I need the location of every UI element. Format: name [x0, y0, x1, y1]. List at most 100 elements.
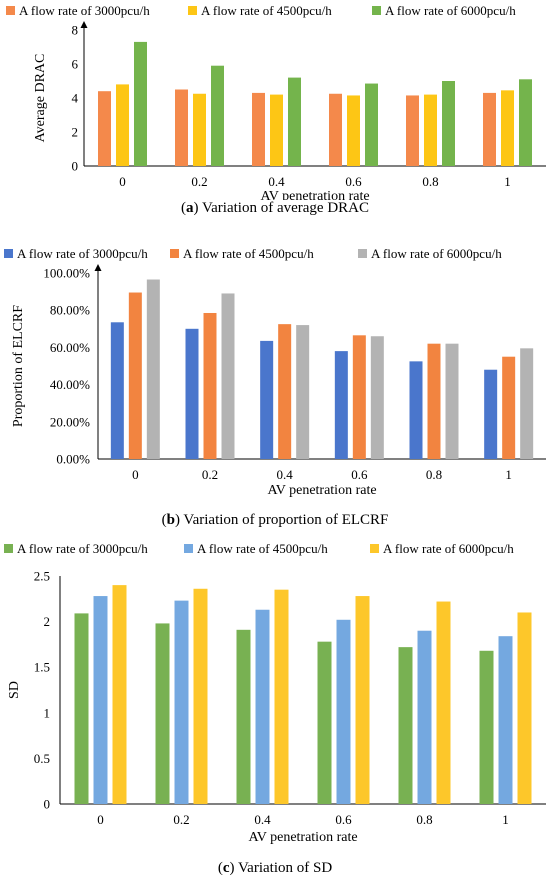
y-tick-label: 1: [44, 705, 51, 720]
bar-5-1: [501, 90, 514, 166]
bar-2-2: [288, 77, 301, 166]
bar-4-1: [417, 630, 432, 804]
legend-label: A flow rate of 4500pcu/h: [183, 246, 314, 261]
bar-1-2: [211, 65, 224, 166]
bar-0-2: [134, 41, 147, 166]
chart-sd: A flow rate of 3000pcu/h A flow rate of 4…: [4, 541, 546, 845]
y-tick-label: 20.00%: [50, 414, 90, 429]
x-tick-label: 0.8: [416, 812, 432, 827]
bar-3-1: [347, 95, 360, 166]
legend-label: A flow rate of 6000pcu/h: [385, 3, 516, 18]
legend-label: A flow rate of 3000pcu/h: [17, 541, 148, 556]
legend-item-0: A flow rate of 3000pcu/h: [6, 3, 150, 18]
y-tick-label: 1.5: [34, 660, 50, 675]
legend-swatch: [4, 544, 13, 553]
x-tick-label: 0.4: [268, 174, 285, 189]
bar-3-0: [334, 351, 348, 459]
bar-4-2: [445, 343, 459, 459]
y-tick-label: 2: [72, 125, 79, 140]
bar-4-2: [436, 601, 451, 804]
bar-0-1: [93, 596, 108, 804]
bar-1-1: [193, 93, 206, 166]
legend-label: A flow rate of 4500pcu/h: [197, 541, 328, 556]
bar-0-0: [110, 322, 124, 459]
y-tick-label: 100.00%: [43, 266, 90, 281]
caption-b: (b) Variation of proportion of ELCRF: [161, 512, 389, 528]
y-tick-label: 40.00%: [50, 377, 90, 392]
caption-c: (c) Variation of SD: [217, 860, 333, 876]
bar-5-2: [520, 348, 534, 459]
x-tick-label: 1: [505, 467, 512, 482]
bar-4-0: [409, 361, 423, 459]
y-tick-label: 0.00%: [56, 452, 90, 467]
bar-5-1: [502, 356, 516, 459]
bar-1-1: [203, 312, 217, 459]
bar-4-2: [442, 81, 455, 166]
legend-label: A flow rate of 6000pcu/h: [371, 246, 502, 261]
legend-swatch: [358, 249, 367, 258]
bar-1-1: [174, 600, 189, 804]
x-tick-label: 0: [119, 174, 126, 189]
bar-0-1: [116, 84, 129, 166]
legend-item-0: A flow rate of 3000pcu/h: [4, 541, 148, 556]
x-tick-label: 0: [132, 467, 139, 482]
y-tick-label: 8: [72, 23, 79, 38]
bar-5-2: [517, 612, 532, 804]
legend-swatch: [372, 6, 381, 15]
y-axis-label: SD: [7, 681, 22, 699]
bar-2-1: [278, 324, 292, 459]
bar-5-2: [519, 79, 532, 166]
legend-item-2: A flow rate of 6000pcu/h: [372, 3, 516, 18]
bar-5-1: [498, 636, 513, 804]
x-tick-label: 0.6: [335, 812, 352, 827]
x-tick-label: 0.4: [277, 467, 294, 482]
y-tick-label: 6: [72, 57, 79, 72]
legend-swatch: [370, 544, 379, 553]
bar-2-0: [252, 92, 265, 166]
bar-5-0: [483, 92, 496, 166]
bar-0-1: [128, 292, 142, 459]
bar-4-0: [398, 647, 413, 804]
legend-swatch: [184, 544, 193, 553]
bar-2-1: [270, 94, 283, 166]
bar-0-0: [98, 91, 111, 166]
x-tick-label: 0.2: [191, 174, 207, 189]
chart-proportion-elcrf: A flow rate of 3000pcu/h A flow rate of 4…: [4, 246, 546, 498]
bar-3-0: [329, 93, 342, 166]
legend-item-2: A flow rate of 6000pcu/h: [358, 246, 502, 261]
x-tick-label: 0.8: [422, 174, 438, 189]
bar-5-0: [479, 650, 494, 804]
bar-4-0: [406, 95, 419, 166]
y-tick-label: 2: [44, 614, 51, 629]
bar-1-0: [155, 623, 170, 804]
bar-3-1: [336, 619, 351, 804]
y-axis-label: Average DRAC: [33, 54, 48, 143]
x-axis-label: AV penetration rate: [267, 483, 376, 498]
bar-4-1: [424, 94, 437, 166]
legend-label: A flow rate of 3000pcu/h: [17, 246, 148, 261]
bar-3-2: [365, 83, 378, 166]
y-axis-arrow: [80, 21, 88, 28]
legend-label: A flow rate of 4500pcu/h: [201, 3, 332, 18]
y-axis-label: Proportion of ELCRF: [11, 305, 26, 427]
x-tick-label: 0.2: [202, 467, 218, 482]
x-tick-label: 1: [502, 812, 509, 827]
legend-swatch: [6, 6, 15, 15]
x-tick-label: 0: [97, 812, 104, 827]
y-axis-arrow: [94, 264, 102, 271]
legend-item-1: A flow rate of 4500pcu/h: [188, 3, 332, 18]
x-axis-label: AV penetration rate: [260, 189, 369, 200]
x-tick-label: 0.6: [351, 467, 368, 482]
x-tick-label: 0.8: [426, 467, 442, 482]
x-axis-label: AV penetration rate: [248, 830, 357, 845]
legend-swatch: [4, 249, 13, 258]
legend-label: A flow rate of 6000pcu/h: [383, 541, 514, 556]
bar-3-1: [352, 335, 366, 459]
legend-label: A flow rate of 3000pcu/h: [19, 3, 150, 18]
chart-average-drac: A flow rate of 3000pcu/h A flow rate of 4…: [6, 3, 546, 200]
x-tick-label: 1: [504, 174, 511, 189]
bar-1-2: [193, 588, 208, 804]
bar-3-0: [317, 641, 332, 804]
legend-item-1: A flow rate of 4500pcu/h: [170, 246, 314, 261]
y-tick-label: 60.00%: [50, 340, 90, 355]
